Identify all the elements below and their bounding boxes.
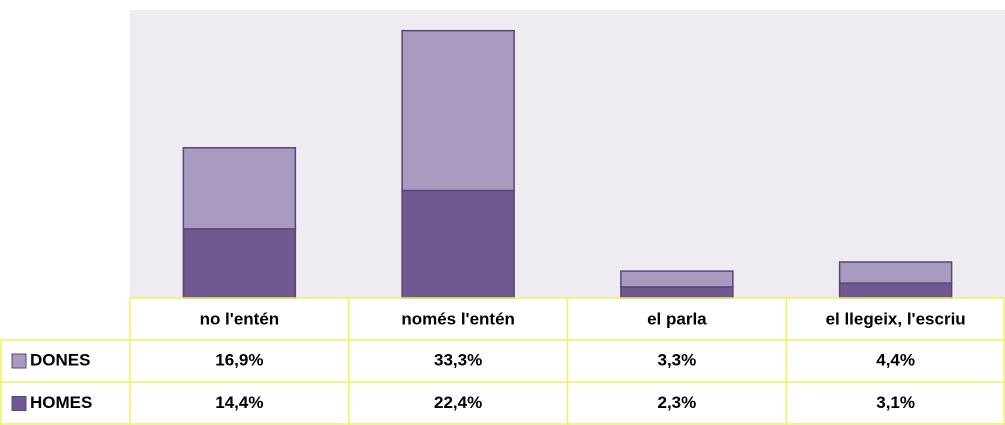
category-label: no l'entén — [200, 309, 280, 328]
category-label: el parla — [647, 309, 707, 328]
value-label: 33,3% — [434, 350, 482, 369]
legend-label: DONES — [30, 350, 90, 369]
bar-segment — [182, 147, 297, 230]
value-label: 22,4% — [434, 393, 482, 412]
value-label: 3,1% — [876, 393, 915, 412]
bar-segment — [620, 286, 734, 299]
bar-segment — [838, 261, 953, 284]
value-label: 2,3% — [658, 393, 697, 412]
category-label: el llegeix, l'escriu — [826, 309, 966, 328]
value-label: 4,4% — [876, 350, 915, 369]
bar-segment — [182, 228, 297, 299]
legend-swatch — [11, 353, 27, 369]
value-label: 14,4% — [215, 393, 263, 412]
value-label: 16,9% — [215, 350, 263, 369]
bar-segment — [620, 270, 734, 288]
legend-swatch — [11, 396, 27, 411]
legend-label: HOMES — [30, 393, 92, 412]
value-label: 3,3% — [658, 350, 697, 369]
category-label: només l'entén — [401, 309, 515, 328]
bar-segment — [401, 189, 515, 299]
bar-segment — [401, 29, 515, 192]
bar-segment — [838, 282, 953, 299]
